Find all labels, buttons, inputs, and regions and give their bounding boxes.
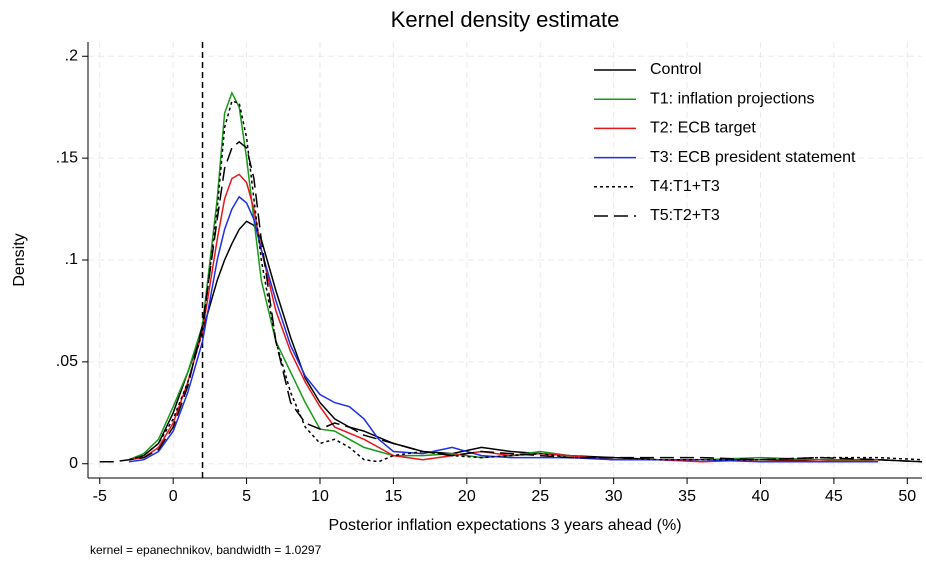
note: kernel = epanechnikov, bandwidth = 1.029… — [90, 543, 322, 557]
y-tick-label: .1 — [65, 251, 78, 268]
series-line — [128, 173, 878, 463]
x-tick-label: 45 — [825, 488, 843, 505]
series-line — [99, 140, 923, 463]
x-tick-label: 40 — [752, 488, 770, 505]
y-axis-label: Density — [11, 233, 28, 286]
legend-label: T3: ECB president statement — [650, 149, 856, 166]
legend-label: T1: inflation projections — [650, 90, 815, 107]
x-tick-label: -5 — [93, 488, 107, 505]
x-tick-label: 25 — [531, 488, 549, 505]
chart-title: Kernel density estimate — [391, 7, 620, 32]
x-tick-label: 5 — [242, 488, 251, 505]
x-axis-label: Posterior inflation expectations 3 years… — [328, 517, 681, 534]
y-tick-label: .05 — [56, 353, 78, 370]
x-tick-label: 10 — [311, 488, 329, 505]
x-tick-label: 15 — [385, 488, 403, 505]
x-tick-label: 30 — [605, 488, 623, 505]
y-tick-label: 0 — [69, 455, 78, 472]
legend-label: T4:T1+T3 — [650, 178, 720, 195]
x-tick-label: 50 — [898, 488, 916, 505]
legend-label: T2: ECB target — [650, 120, 756, 137]
series-line — [128, 220, 923, 463]
x-tick-label: 0 — [169, 488, 178, 505]
series-line — [128, 100, 923, 463]
y-tick-label: .2 — [65, 47, 78, 64]
legend-label: T5:T2+T3 — [650, 207, 720, 224]
legend-label: Control — [650, 61, 702, 78]
series-line — [128, 195, 878, 463]
x-tick-label: 20 — [458, 488, 476, 505]
y-tick-label: .15 — [56, 149, 78, 166]
x-tick-label: 35 — [678, 488, 696, 505]
